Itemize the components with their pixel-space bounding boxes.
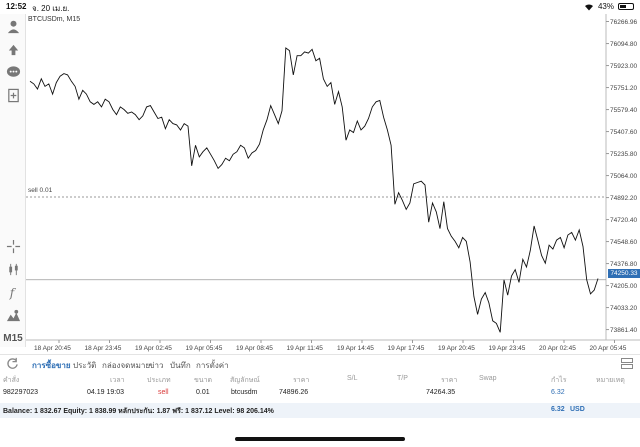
battery-icon (618, 3, 634, 10)
chart-type-icon[interactable] (3, 259, 23, 279)
col-profit: กำไร (551, 377, 567, 384)
left-toolbar: f M15 (0, 14, 26, 347)
price-label: 74376.80 (610, 261, 637, 268)
tab-mailbox[interactable]: กล่องจดหมาย (102, 361, 151, 370)
chart-symbol-label: BTCUSDm, M15 (28, 16, 81, 23)
time-label: 20 Apr 05:45 (590, 345, 627, 352)
time-label: 18 Apr 20:45 (34, 345, 71, 352)
home-indicator[interactable] (235, 437, 405, 441)
tab-trade[interactable]: การซื้อขาย (32, 361, 71, 370)
time-label: 19 Apr 08:45 (236, 345, 273, 352)
price-label: 74720.40 (610, 217, 637, 224)
col-comment: หมายเหตุ (596, 377, 625, 384)
indicators-icon[interactable]: f (3, 282, 23, 302)
price-label: 74892.20 (610, 195, 637, 202)
date: จ. 20 เม.ย. (32, 4, 70, 13)
open-price-cell: 74896.26 (279, 389, 309, 396)
tab-settings[interactable]: การตั้งค่า (196, 361, 229, 370)
col-price: ราคา (441, 377, 458, 384)
battery-fill (620, 5, 627, 8)
tab-journal[interactable]: บันทึก (170, 361, 191, 370)
price-label: 74033.20 (610, 305, 637, 312)
price-label: 76094.80 (610, 41, 637, 48)
balance-summary: Balance: 1 832.67 Equity: 1 838.99 หลักป… (3, 408, 274, 415)
col-symbol: สัญลักษณ์ (230, 377, 260, 384)
current-price-tag: 74250.33 (608, 269, 640, 278)
new-order-icon[interactable] (3, 85, 23, 105)
price-label: 76266.96 (610, 19, 637, 26)
tab-history[interactable]: ประวัติ (73, 361, 97, 370)
timeframe-button[interactable]: M15 (3, 332, 23, 344)
ticket-cell: 982297023 (3, 389, 39, 396)
time-cell: 04.19 19:03 (87, 389, 124, 396)
profit-cell: 6.32 (551, 389, 565, 396)
time-label: 20 Apr 02:45 (539, 345, 576, 352)
col-sl: S/L (347, 375, 358, 382)
col-open-price: ราคา (293, 377, 310, 384)
time-label: 19 Apr 20:45 (438, 345, 475, 352)
col-time: เวลา (110, 377, 125, 384)
order-level-label: sell 0.01 (28, 187, 53, 194)
time-label: 19 Apr 02:45 (135, 345, 172, 352)
chat-icon[interactable] (3, 62, 23, 82)
total-profit: 6.32 (551, 406, 565, 413)
col-volume: ขนาด (194, 377, 213, 384)
layout-icon[interactable] (621, 358, 633, 369)
price-label: 75235.80 (610, 151, 637, 158)
price-label: 74205.00 (610, 283, 637, 290)
tab-news[interactable]: ข่าว (149, 361, 164, 370)
col-swap: Swap (479, 375, 497, 382)
clock: 12:52 (6, 2, 27, 11)
price-label: 75407.60 (610, 129, 637, 136)
balance-bar: Balance: 1 832.67 Equity: 1 838.99 หลักป… (0, 403, 640, 418)
volume-cell: 0.01 (196, 389, 210, 396)
current-price-cell: 74264.35 (426, 389, 456, 396)
account-icon[interactable] (3, 16, 23, 36)
terminal-tabs: การซื้อขาย ประวัติ กล่องจดหมาย ข่าว บันท… (0, 354, 640, 371)
price-label: 75064.00 (610, 173, 637, 180)
trade-table-header: คำสั่ง เวลา ประเภท ขนาด สัญลักษณ์ ราคา S… (0, 372, 640, 386)
time-label: 19 Apr 23:45 (489, 345, 526, 352)
currency-label: USD (570, 406, 585, 413)
symbol-cell: btcusdm (231, 389, 258, 396)
price-label: 75923.00 (610, 63, 637, 70)
objects-icon[interactable] (3, 305, 23, 325)
price-label: 75751.20 (610, 85, 637, 92)
time-label: 19 Apr 17:45 (388, 345, 425, 352)
price-chart[interactable]: 76266.96 76094.80 75923.00 75751.20 75579.40… (26, 14, 640, 354)
price-label: 75579.40 (610, 107, 637, 114)
price-label: 74548.60 (610, 239, 637, 246)
price-label: 73861.40 (610, 327, 637, 334)
time-label: 19 Apr 05:45 (186, 345, 223, 352)
time-label: 18 Apr 23:45 (85, 345, 122, 352)
time-label: 19 Apr 14:45 (337, 345, 374, 352)
col-tp: T/P (397, 375, 408, 382)
col-ticket: คำสั่ง (3, 377, 20, 384)
crosshair-icon[interactable] (3, 236, 23, 256)
refresh-icon[interactable] (6, 357, 19, 370)
status-bar: 12:52 จ. 20 เม.ย. 43% (0, 0, 640, 14)
col-type: ประเภท (147, 377, 171, 384)
wifi-icon (584, 3, 593, 11)
type-cell: sell (158, 389, 169, 396)
trade-icon[interactable] (3, 39, 23, 59)
price-series-line (29, 47, 599, 333)
table-row[interactable]: 982297023 04.19 19:03 sell 0.01 btcusdm … (0, 386, 640, 402)
battery-percent: 43% (597, 2, 614, 11)
chart-canvas[interactable]: 76266.96 76094.80 75923.00 75751.20 75579.40… (26, 14, 640, 354)
svg-text:f: f (8, 286, 16, 300)
time-label: 19 Apr 11:45 (287, 345, 324, 352)
